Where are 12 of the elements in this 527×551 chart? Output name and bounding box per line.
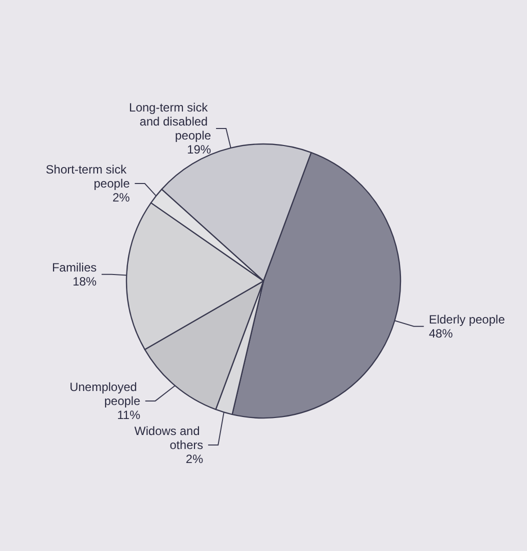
slice-label: Elderly people [428,312,506,326]
slice-label: Widows and others [134,424,204,452]
data-label: 48% [428,326,454,340]
slice-label: Unemployed people [70,380,141,408]
slice-label: Long-term sick and disabled people [129,100,212,143]
data-label: 2% [112,190,130,204]
data-label: 18% [72,274,97,288]
slice-label: Short-term sick people [46,162,130,190]
data-label: 19% [187,142,212,157]
data-label: 2% [186,452,204,466]
data-label: 11% [117,408,141,422]
slice-label: Families [52,260,97,274]
